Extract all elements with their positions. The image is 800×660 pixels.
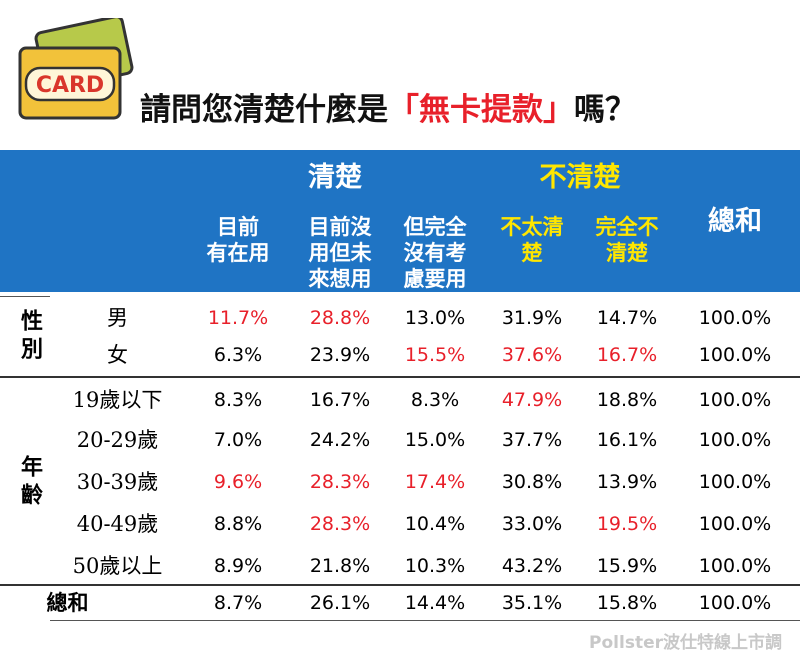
- cell: 30.8%: [501, 471, 563, 493]
- cell: 14.4%: [404, 592, 466, 614]
- cell: 17.4%: [404, 471, 466, 493]
- row-label: 20-29歲: [76, 428, 159, 452]
- cell: 16.1%: [596, 429, 658, 451]
- cell: 37.7%: [501, 429, 563, 451]
- cell: 16.7%: [596, 344, 658, 366]
- row-label: 50歲以上: [72, 554, 163, 578]
- column-header: 不太清: [500, 215, 564, 239]
- column-header: 但完全: [403, 215, 467, 239]
- separator: [0, 376, 800, 378]
- cell: 100.0%: [698, 555, 772, 577]
- separator: [0, 296, 50, 297]
- title-text: 請問您清楚什麼是: [140, 92, 388, 128]
- cell: 6.3%: [213, 344, 263, 366]
- separator: [50, 620, 800, 621]
- group-header: 清楚: [308, 162, 362, 193]
- cell: 100.0%: [698, 429, 772, 451]
- cell: 15.5%: [404, 344, 466, 366]
- column-header: 總和: [708, 206, 762, 237]
- cell: 10.4%: [404, 513, 466, 535]
- column-header: 來想用: [308, 267, 372, 291]
- column-header: 有在用: [206, 241, 270, 265]
- cell: 26.1%: [309, 592, 371, 614]
- cell: 28.3%: [309, 513, 371, 535]
- row-label: 女: [107, 343, 128, 367]
- cell: 21.8%: [309, 555, 371, 577]
- cell: 28.3%: [309, 471, 371, 493]
- cell: 8.9%: [213, 555, 263, 577]
- column-header: 清楚: [606, 241, 648, 265]
- row-label: 40-49歲: [76, 512, 159, 536]
- group-label: 性別: [17, 308, 43, 365]
- cell: 100.0%: [698, 513, 772, 535]
- cell: 100.0%: [698, 344, 772, 366]
- cell: 13.0%: [404, 307, 466, 329]
- cell: 31.9%: [501, 307, 563, 329]
- cell: 15.8%: [596, 592, 658, 614]
- cell: 8.3%: [213, 389, 263, 411]
- cell: 35.1%: [501, 592, 563, 614]
- title: 請問您清楚什麼是「無卡提款」嗎？: [140, 84, 636, 129]
- separator: [0, 584, 800, 586]
- cell: 19.5%: [596, 513, 658, 535]
- cell: 8.7%: [213, 592, 263, 614]
- cell: 23.9%: [309, 344, 371, 366]
- cell: 10.3%: [404, 555, 466, 577]
- cell: 100.0%: [698, 471, 772, 493]
- cell: 7.0%: [213, 429, 263, 451]
- cell: 16.7%: [309, 389, 371, 411]
- column-header: 慮要用: [403, 267, 467, 291]
- column-header: 目前: [217, 215, 259, 239]
- cell: 33.0%: [501, 513, 563, 535]
- cell: 47.9%: [501, 389, 563, 411]
- column-header: 楚: [521, 241, 543, 265]
- table-header: [0, 150, 800, 292]
- column-header: 沒有考: [403, 241, 467, 265]
- row-label: 19歲以下: [72, 388, 163, 412]
- group-label: 年齡: [17, 455, 43, 511]
- cell: 15.0%: [404, 429, 466, 451]
- cell: 24.2%: [309, 429, 371, 451]
- column-header: 用但未: [308, 241, 372, 265]
- icon-text: CARD: [36, 73, 104, 98]
- cell: 100.0%: [698, 592, 772, 614]
- cell: 100.0%: [698, 307, 772, 329]
- cell: 11.7%: [207, 307, 269, 329]
- column-header: 目前沒: [308, 215, 372, 239]
- column-header: 完全不: [595, 215, 659, 239]
- group-header: 不清楚: [539, 162, 621, 193]
- row-label: 30-39歲: [76, 470, 159, 494]
- cell: 37.6%: [501, 344, 563, 366]
- card-icon: CARD: [18, 18, 134, 120]
- cell: 15.9%: [596, 555, 658, 577]
- cell: 18.8%: [596, 389, 658, 411]
- cell: 14.7%: [596, 307, 658, 329]
- cell: 100.0%: [698, 389, 772, 411]
- title-text: 嗎？: [574, 92, 636, 128]
- cell: 8.8%: [213, 513, 263, 535]
- cell: 8.3%: [410, 389, 460, 411]
- cell: 9.6%: [213, 471, 263, 493]
- row-label: 男: [107, 306, 128, 330]
- cell: 28.8%: [309, 307, 371, 329]
- watermark: Pollster波仕特線上市調: [589, 633, 782, 653]
- title-highlight: 「無卡提款」: [388, 92, 574, 128]
- cell: 43.2%: [501, 555, 563, 577]
- cell: 13.9%: [596, 471, 658, 493]
- row-label: 總和: [46, 590, 89, 615]
